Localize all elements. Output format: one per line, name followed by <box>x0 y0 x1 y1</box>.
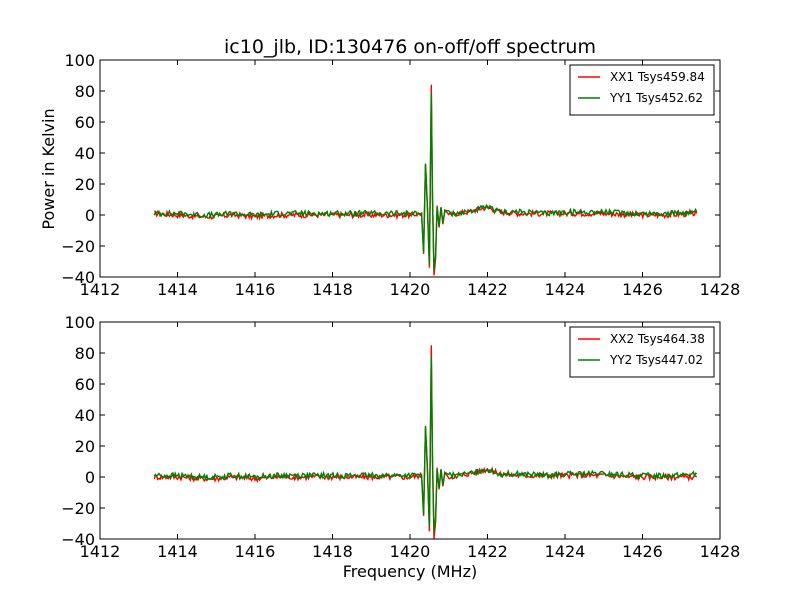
y-tick-label: 60 <box>75 113 95 132</box>
x-tick-label: 1420 <box>390 542 431 561</box>
x-tick-label: 1416 <box>235 280 276 299</box>
x-tick-label: 1428 <box>700 542 741 561</box>
y-tick-label: 40 <box>75 406 95 425</box>
y-tick-label: 60 <box>75 375 95 394</box>
y-tick-label: 20 <box>75 437 95 456</box>
x-tick-label: 1418 <box>312 280 353 299</box>
legend-label: XX2 Tsys464.38 <box>610 332 705 346</box>
y-tick-label: −20 <box>61 237 95 256</box>
top-panel: 1412 1414 1416 1418 1420 1422 1424 1426 1428 −40 −… <box>61 51 740 299</box>
x-tick-label: 1416 <box>235 542 276 561</box>
x-tick-label: 1424 <box>545 542 586 561</box>
x-axis-label: Frequency (MHz) <box>343 562 477 581</box>
y-tick-label: 80 <box>75 82 95 101</box>
legend: XX2 Tsys464.38 YY2 Tsys447.02 <box>569 326 715 378</box>
x-tick-label: 1418 <box>312 542 353 561</box>
y-tick-label: 100 <box>64 51 95 70</box>
y-tick-label: 0 <box>85 468 95 487</box>
y-tick-label: 80 <box>75 344 95 363</box>
x-tick-label: 1420 <box>390 280 431 299</box>
bottom-panel: 1412 1414 1416 1418 1420 1422 1424 1426 1428 −40 −… <box>61 313 740 561</box>
y-tick-label: −40 <box>61 530 95 549</box>
y-tick-label: −40 <box>61 268 95 287</box>
x-tick-label: 1414 <box>157 280 198 299</box>
x-tick-label: 1428 <box>700 280 741 299</box>
y-tick-label: 100 <box>64 313 95 332</box>
legend-label: YY2 Tsys447.02 <box>609 353 703 367</box>
x-tick-label: 1422 <box>467 542 508 561</box>
x-tick-label: 1422 <box>467 280 508 299</box>
legend: XX1 Tsys459.84 YY1 Tsys452.62 <box>569 64 715 116</box>
legend-label: XX1 Tsys459.84 <box>610 70 705 84</box>
x-tick-label: 1426 <box>622 542 663 561</box>
y-axis-label: Power in Kelvin <box>39 108 58 229</box>
x-tick-label: 1414 <box>157 542 198 561</box>
y-tick-label: −20 <box>61 499 95 518</box>
series-line-2 <box>153 92 698 271</box>
y-tick-label: 40 <box>75 144 95 163</box>
legend-label: YY1 Tsys452.62 <box>609 91 703 105</box>
x-tick-label: 1424 <box>545 280 586 299</box>
series-line-2 <box>153 356 698 533</box>
x-tick-label: 1426 <box>622 280 663 299</box>
chart-title: ic10_jlb, ID:130476 on-off/off spectrum <box>224 36 596 58</box>
y-tick-label: 0 <box>85 206 95 225</box>
x-tick-label: 1412 <box>80 542 121 561</box>
y-tick-label: 20 <box>75 175 95 194</box>
x-tick-label: 1412 <box>80 280 121 299</box>
